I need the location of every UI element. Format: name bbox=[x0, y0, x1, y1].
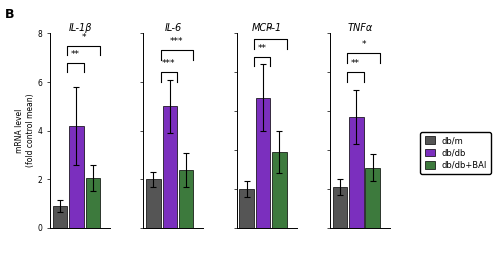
Bar bbox=[332, 187, 347, 228]
Text: *: * bbox=[82, 33, 86, 42]
Text: **: ** bbox=[71, 50, 80, 59]
Text: **: ** bbox=[351, 59, 360, 68]
Bar bbox=[86, 178, 100, 228]
Bar bbox=[70, 126, 84, 228]
Text: ***: *** bbox=[162, 59, 175, 68]
Bar bbox=[349, 117, 364, 228]
Bar bbox=[256, 98, 270, 228]
Text: *: * bbox=[268, 26, 272, 35]
Y-axis label: mRNA level
(fold control mean): mRNA level (fold control mean) bbox=[16, 94, 34, 167]
Bar bbox=[162, 106, 177, 228]
Title: TNFα: TNFα bbox=[348, 23, 372, 33]
Legend: db/m, db/db, db/db+BAI: db/m, db/db, db/db+BAI bbox=[420, 132, 491, 174]
Bar bbox=[53, 206, 68, 228]
Bar bbox=[366, 168, 380, 228]
Text: ***: *** bbox=[170, 38, 183, 46]
Text: **: ** bbox=[258, 44, 266, 53]
Title: MCP-1: MCP-1 bbox=[252, 23, 282, 33]
Title: IL-6: IL-6 bbox=[164, 23, 182, 33]
Bar bbox=[240, 189, 254, 228]
Bar bbox=[179, 170, 194, 228]
Bar bbox=[272, 152, 286, 228]
Title: IL-1β: IL-1β bbox=[68, 23, 92, 33]
Text: *: * bbox=[362, 40, 366, 49]
Text: B: B bbox=[5, 8, 15, 21]
Bar bbox=[146, 179, 160, 228]
